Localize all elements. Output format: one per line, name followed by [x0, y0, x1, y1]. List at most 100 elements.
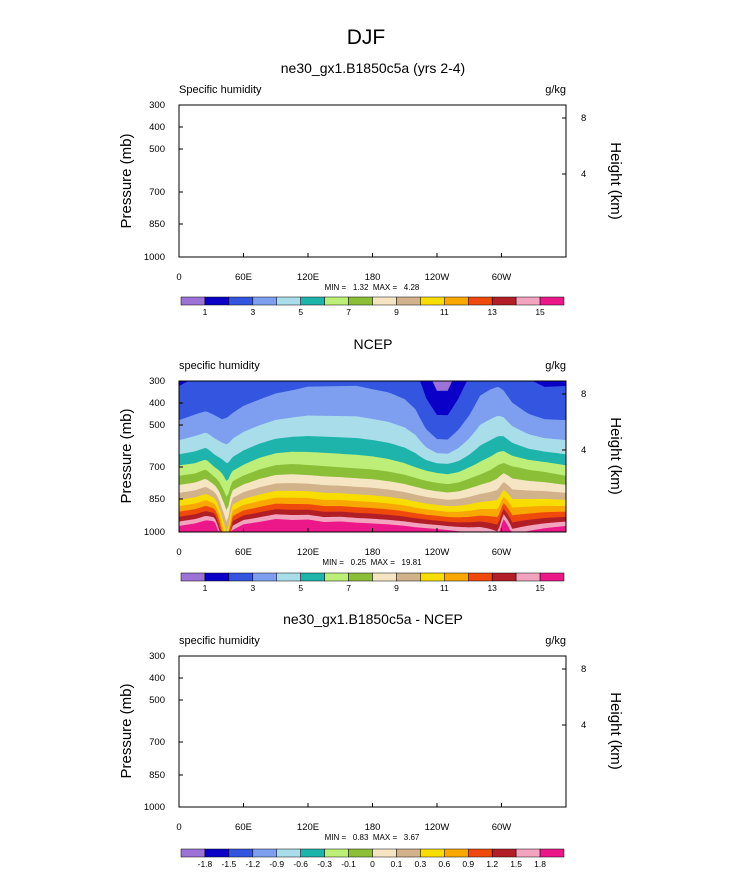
panel-title: NCEP — [354, 336, 393, 352]
colorbar-label: 5 — [298, 583, 303, 593]
colorbar-swatch — [396, 848, 421, 858]
colorbar-swatch — [276, 296, 301, 306]
y-tick-label: 700 — [149, 462, 165, 473]
y-tick-label: 300 — [149, 376, 165, 387]
colorbar-swatch — [539, 572, 565, 582]
y-tick-label: 1000 — [144, 527, 165, 538]
x-tick-label: 180 — [365, 822, 381, 833]
min-max-readout: MIN = 0.25 MAX = 19.81 — [322, 558, 422, 567]
colorbar-label: -1.8 — [198, 859, 213, 869]
colorbar-swatch — [348, 848, 373, 858]
panel-difference: ne30_gx1.B1850c5a - NCEP specific humidi… — [118, 611, 624, 869]
y-tick-label: 1000 — [144, 802, 165, 813]
panel-model: ne30_gx1.B1850c5a (yrs 2-4) Specific hum… — [118, 60, 624, 317]
y2-tick-label: 8 — [581, 664, 586, 675]
colorbar-label: 1.2 — [486, 859, 498, 869]
x-tick-label: 120E — [297, 272, 319, 283]
colorbar-swatch — [444, 572, 469, 582]
x-tick-marks — [178, 803, 502, 807]
x-tick-label: 60W — [492, 547, 512, 558]
colorbar-label: 3 — [250, 583, 255, 593]
colorbar-label: -0.6 — [293, 859, 308, 869]
colorbar-label: 15 — [535, 307, 545, 317]
x-tick-label: 120E — [297, 547, 319, 558]
colorbar-swatch — [180, 848, 206, 858]
colorbar: 1 3 5 7 9 11 13 15 — [180, 572, 565, 593]
colorbar-swatch — [420, 572, 445, 582]
y-tick-marks — [179, 655, 566, 808]
plot-frame — [178, 104, 567, 258]
y-tick-label: 400 — [149, 122, 165, 133]
variable-label: specific humidity — [179, 360, 260, 372]
contour-fill — [179, 381, 566, 532]
y-tick-marks — [179, 380, 566, 533]
y-tick-label: 500 — [149, 144, 165, 155]
y2-tick-label: 4 — [581, 445, 586, 456]
colorbar-swatch — [324, 572, 349, 582]
colorbar-swatch — [491, 296, 517, 306]
colorbar-swatch — [276, 848, 301, 858]
colorbar-label: 7 — [346, 583, 351, 593]
panel-ncep: NCEP specific humidity g/kg 300 400 500 … — [118, 336, 624, 593]
units-label: g/kg — [545, 84, 566, 96]
y-tick-label: 850 — [149, 494, 165, 505]
y-tick-label: 700 — [149, 737, 165, 748]
colorbar-swatch — [515, 572, 541, 582]
x-tick-marks — [178, 528, 502, 532]
colorbar-swatch — [300, 572, 325, 582]
y-tick-label: 400 — [149, 398, 165, 409]
colorbar-swatch — [228, 848, 254, 858]
colorbar-label: 0.6 — [438, 859, 450, 869]
colorbar-label: 0.1 — [391, 859, 403, 869]
x-tick-label: 0 — [176, 547, 181, 558]
colorbar-swatch — [228, 572, 254, 582]
x-tick-label: 120W — [425, 822, 450, 833]
colorbar-label: 9 — [394, 583, 399, 593]
y-tick-marks — [179, 104, 566, 258]
colorbar-label: 11 — [440, 307, 449, 317]
y2-tick-label: 8 — [581, 113, 586, 124]
colorbar-label: -0.3 — [317, 859, 332, 869]
x-tick-label: 120E — [297, 822, 319, 833]
colorbar-label: -1.5 — [222, 859, 237, 869]
x-tick-label: 120W — [425, 272, 450, 283]
colorbar-label: 9 — [394, 307, 399, 317]
x-tick-label: 60E — [235, 272, 252, 283]
colorbar-label: 0 — [370, 859, 375, 869]
y-tick-label: 400 — [149, 673, 165, 684]
y-tick-label: 850 — [149, 770, 165, 781]
colorbar-label: 1.8 — [534, 859, 546, 869]
y2-axis-label: Height (km) — [607, 142, 624, 220]
y2-axis-label: Height (km) — [607, 417, 624, 495]
colorbar-label: 15 — [535, 583, 545, 593]
colorbar-swatch — [539, 848, 565, 858]
colorbar-swatch — [491, 848, 517, 858]
colorbar-swatch — [204, 572, 230, 582]
colorbar-label: 1.5 — [510, 859, 522, 869]
colorbar-swatch — [468, 296, 493, 306]
colorbar: -1.8 -1.5 -1.2 -0.9 -0.6 -0.3 -0.1 0 0.1 0.3 0.6 0.… — [180, 848, 565, 869]
colorbar-swatch — [372, 572, 397, 582]
colorbar-swatch — [324, 848, 349, 858]
x-tick-label: 60W — [492, 822, 512, 833]
variable-label: specific humidity — [179, 635, 260, 647]
y-axis-label: Pressure (mb) — [118, 133, 135, 228]
y-tick-label: 500 — [149, 695, 165, 706]
colorbar-label: 3 — [250, 307, 255, 317]
colorbar-label: 11 — [440, 583, 449, 593]
panel-title: ne30_gx1.B1850c5a - NCEP — [283, 611, 463, 627]
colorbar-label: 7 — [346, 307, 351, 317]
colorbar-swatch — [372, 296, 397, 306]
colorbar-swatch — [348, 296, 373, 306]
y2-tick-label: 4 — [581, 169, 586, 180]
y-axis-label: Pressure (mb) — [118, 408, 135, 503]
colorbar-swatch — [420, 296, 445, 306]
colorbar: 1 3 5 7 9 11 13 15 — [180, 296, 565, 317]
colorbar-swatch — [515, 848, 541, 858]
x-tick-label: 60E — [235, 822, 252, 833]
colorbar-swatch — [348, 572, 373, 582]
colorbar-swatch — [396, 296, 421, 306]
units-label: g/kg — [545, 360, 566, 372]
colorbar-swatch — [444, 296, 469, 306]
colorbar-swatch — [372, 848, 397, 858]
